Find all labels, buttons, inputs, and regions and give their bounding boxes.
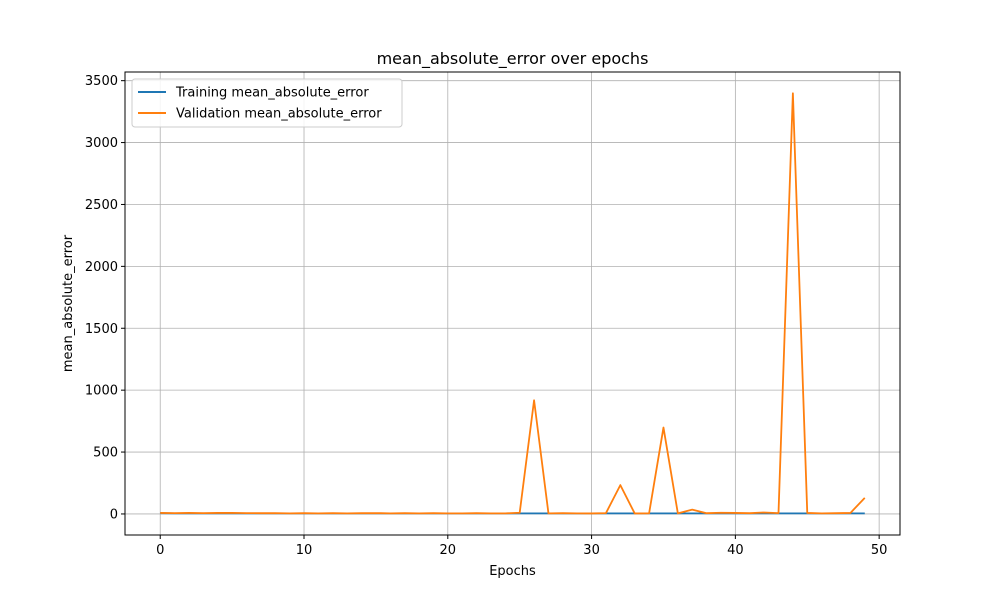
grid (125, 72, 900, 535)
x-tick-label: 40 (727, 543, 744, 558)
y-tick-label: 500 (93, 446, 118, 461)
x-tick-label: 30 (583, 543, 600, 558)
y-axis-label: mean_absolute_error (61, 234, 76, 372)
y-tick-label: 1500 (85, 322, 118, 337)
x-tick-label: 20 (440, 543, 457, 558)
y-tick-label: 3500 (85, 74, 118, 89)
y-tick-label: 0 (110, 507, 118, 522)
legend-label: Validation mean_absolute_error (176, 107, 382, 122)
plot-area-frame (124, 71, 901, 536)
y-tick-label: 2500 (85, 198, 118, 213)
x-axis-label: Epochs (489, 564, 536, 579)
x-tick-label: 0 (156, 543, 164, 558)
chart-title: mean_absolute_error over epochs (377, 49, 649, 69)
x-tick-label: 10 (296, 543, 313, 558)
x-tick-label: 50 (871, 543, 888, 558)
y-tick-label: 3000 (85, 136, 118, 151)
legend-label: Training mean_absolute_error (175, 86, 369, 101)
series-line-validation (160, 92, 866, 515)
y-tick-label: 1000 (85, 384, 118, 399)
series-layer (160, 92, 866, 515)
legend-box (131, 78, 403, 128)
y-tick-label: 2000 (85, 260, 118, 275)
legend: Training mean_absolute_error Validation m… (131, 78, 403, 128)
